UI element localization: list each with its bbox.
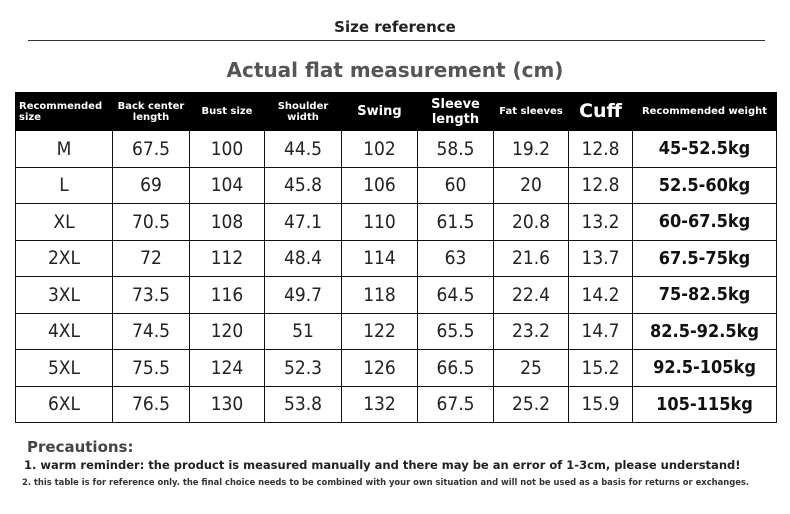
table-cell: 15.2 (568, 349, 633, 387)
table-cell: 60 (417, 166, 494, 204)
table-cell: 110 (341, 203, 418, 241)
table-cell: 45.8 (264, 166, 342, 204)
table-cell: 64.5 (417, 276, 494, 314)
table-cell: 72 (112, 239, 190, 277)
table-cell: 6XL (15, 385, 113, 423)
column-header: Recommended size (15, 92, 113, 131)
table-cell: 58.5 (417, 130, 494, 168)
table-cell: 14.2 (568, 276, 633, 314)
table-cell: 13.2 (568, 203, 633, 241)
table-body: M 67.5 100 44.5 102 58.5 19.2 12.8 45-52.5kg L 69 1… (15, 130, 777, 423)
table-cell: 100 (189, 130, 265, 168)
table-cell: 12.8 (568, 130, 633, 168)
divider (28, 40, 765, 41)
table-cell: 23.2 (493, 312, 569, 350)
table-cell: XL (15, 203, 113, 241)
table-cell: 61.5 (417, 203, 494, 241)
table-cell: 44.5 (264, 130, 342, 168)
size-table: Recommended size Back center length Bust s… (15, 92, 777, 423)
table-cell: 45-52.5kg (632, 130, 777, 168)
table-row: 3XL 73.5 116 49.7 118 64.5 22.4 14.2 75-82.5kg (15, 276, 777, 314)
note: 1. warm reminder: the product is measure… (24, 458, 741, 472)
table-cell: 105-115kg (632, 385, 777, 423)
table-cell: 20.8 (493, 203, 569, 241)
table-cell: M (15, 130, 113, 168)
column-header: Cuff (568, 92, 633, 131)
table-row: 2XL 72 112 48.4 114 63 21.6 13.7 67.5-75kg (15, 239, 777, 277)
table-cell: 120 (189, 312, 265, 350)
table-cell: 47.1 (264, 203, 342, 241)
column-header: Bust size (189, 92, 265, 131)
table-cell: 70.5 (112, 203, 190, 241)
notes-title: Precautions: (27, 438, 134, 456)
table-cell: 14.7 (568, 312, 633, 350)
table-cell: 19.2 (493, 130, 569, 168)
table-cell: 67.5 (417, 385, 494, 423)
table-row: 5XL 75.5 124 52.3 126 66.5 25 15.2 92.5-105kg (15, 349, 777, 387)
table-cell: 15.9 (568, 385, 633, 423)
column-header: Swing (341, 92, 418, 131)
table-cell: 13.7 (568, 239, 633, 277)
table-cell: 69 (112, 166, 190, 204)
column-header: Shoulder width (264, 92, 342, 131)
table-cell: L (15, 166, 113, 204)
table-cell: 130 (189, 385, 265, 423)
table-cell: 104 (189, 166, 265, 204)
table-cell: 65.5 (417, 312, 494, 350)
header-row: Recommended size Back center length Bust s… (15, 92, 777, 131)
table-cell: 73.5 (112, 276, 190, 314)
table-row: 6XL 76.5 130 53.8 132 67.5 25.2 15.9 105-115kg (15, 385, 777, 423)
title: Size reference (334, 18, 456, 36)
table-cell: 106 (341, 166, 418, 204)
table-cell: 126 (341, 349, 418, 387)
table-row: 4XL 74.5 120 51 122 65.5 23.2 14.7 82.5-92.5kg (15, 312, 777, 350)
table-cell: 102 (341, 130, 418, 168)
table-row: L 69 104 45.8 106 60 20 12.8 52.5-60kg (15, 166, 777, 204)
table-cell: 108 (189, 203, 265, 241)
table-cell: 20 (493, 166, 569, 204)
table-cell: 67.5 (112, 130, 190, 168)
table-cell: 122 (341, 312, 418, 350)
table-cell: 82.5-92.5kg (632, 312, 777, 350)
table-cell: 66.5 (417, 349, 494, 387)
table-cell: 51 (264, 312, 342, 350)
table-row: M 67.5 100 44.5 102 58.5 19.2 12.8 45-52.5kg (15, 130, 777, 168)
table-cell: 112 (189, 239, 265, 277)
note: 2. this table is for reference only. the… (22, 477, 750, 487)
table-cell: 53.8 (264, 385, 342, 423)
table-cell: 3XL (15, 276, 113, 314)
table-cell: 92.5-105kg (632, 349, 777, 387)
table-cell: 60-67.5kg (632, 203, 777, 241)
table-cell: 52.3 (264, 349, 342, 387)
table-cell: 2XL (15, 239, 113, 277)
table-cell: 4XL (15, 312, 113, 350)
table-cell: 75.5 (112, 349, 190, 387)
table-cell: 49.7 (264, 276, 342, 314)
table-cell: 76.5 (112, 385, 190, 423)
table-cell: 67.5-75kg (632, 239, 777, 277)
table-cell: 5XL (15, 349, 113, 387)
table-cell: 22.4 (493, 276, 569, 314)
table-cell: 25 (493, 349, 569, 387)
table-cell: 75-82.5kg (632, 276, 777, 314)
column-header: Fat sleeves (493, 92, 569, 131)
table-cell: 25.2 (493, 385, 569, 423)
table-cell: 74.5 (112, 312, 190, 350)
subtitle: Actual flat measurement (cm) (226, 58, 564, 82)
table-cell: 63 (417, 239, 494, 277)
table-cell: 116 (189, 276, 265, 314)
table-cell: 124 (189, 349, 265, 387)
table-cell: 114 (341, 239, 418, 277)
table-cell: 12.8 (568, 166, 633, 204)
table-cell: 132 (341, 385, 418, 423)
table-row: XL 70.5 108 47.1 110 61.5 20.8 13.2 60-67.5kg (15, 203, 777, 241)
table-cell: 48.4 (264, 239, 342, 277)
table-cell: 118 (341, 276, 418, 314)
column-header: Sleeve length (417, 92, 494, 131)
table-cell: 21.6 (493, 239, 569, 277)
table-cell: 52.5-60kg (632, 166, 777, 204)
column-header: Recommended weight (632, 92, 777, 131)
column-header: Back center length (112, 92, 190, 131)
